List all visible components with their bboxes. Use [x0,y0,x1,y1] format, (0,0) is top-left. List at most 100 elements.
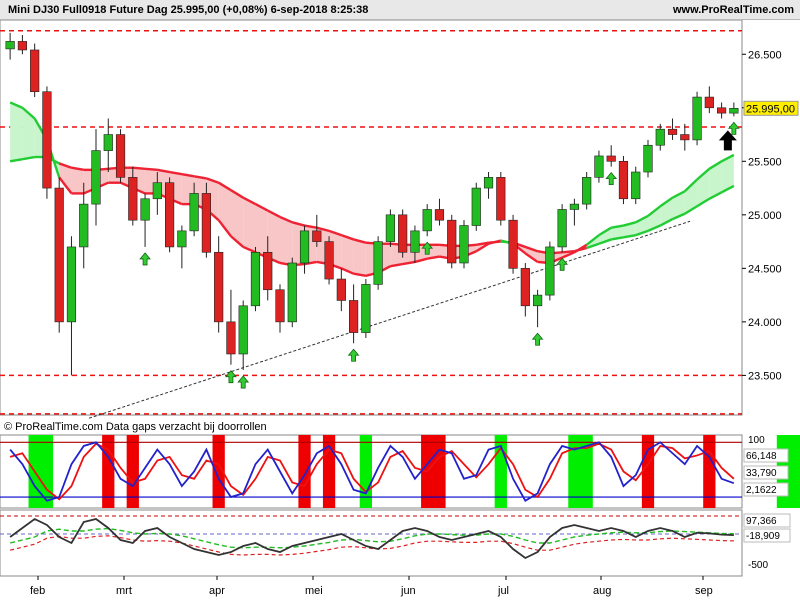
candle [189,182,199,237]
candle [667,118,678,140]
candle [410,225,420,263]
ema-fast-segment [610,224,624,229]
candle-body [655,128,665,146]
candle-body [177,230,187,248]
ema-fast-segment [573,243,588,254]
candle [5,32,15,60]
stochastic-value-box [743,482,789,497]
oscillator-signal-line [9,527,734,549]
ema-fast-segment [659,196,674,208]
ema-fast-segment [623,221,637,227]
candle-body [226,321,236,355]
ema-slow-segment [157,168,170,174]
candle [643,139,653,178]
ema-fast-segment [708,160,723,170]
signal-band [212,435,225,508]
price-series [0,29,742,419]
candle [545,241,555,301]
candle-body [189,193,199,232]
candle [140,193,150,247]
ema-slow-segment [684,205,698,215]
stochastic-value-label: 2,1622 [746,485,777,496]
ema-band-segment [721,154,734,193]
trendline [88,220,691,419]
signal-band [641,435,655,508]
candle-body [667,128,678,135]
candle-body [533,294,543,307]
ema-fast-segment [721,153,735,163]
price-panel[interactable] [0,20,743,416]
ema-fast-segment [390,262,403,268]
candle [349,284,359,344]
candle-body [471,187,481,226]
buy-arrow-icon [237,375,250,389]
candle-body [361,284,371,333]
candle [103,118,113,173]
ema-slow-segment [598,238,612,245]
price-plot-frame [0,20,743,416]
stochastic-panel[interactable]: 100 66,148 33,790 2,1622 [0,434,800,509]
chart-area[interactable]: 26.50026.00025.50025.00024.50024.00023.5… [0,20,800,600]
ema-slow-segment [58,162,72,169]
candle [422,204,432,237]
site-label[interactable]: www.ProRealTime.com [672,4,794,16]
oscillator-value-label: 97,366 [746,516,777,527]
candle-body [140,198,150,221]
candle-body [128,177,138,221]
candle [336,268,346,312]
ema-band-segment [709,161,722,199]
candle-body [5,41,15,50]
candle [717,102,727,119]
buy-arrow-icon [531,332,544,346]
ema-band-segment [71,167,84,194]
ema-slow-segment [340,234,354,241]
candle-body [214,251,224,323]
date-tick-label: mei [305,585,323,597]
candle-body [336,278,346,301]
candle [569,198,579,226]
candle-body [165,182,175,248]
candle-body [557,209,567,248]
candle [704,86,714,114]
ema-band-segment [230,190,244,247]
ema-slow-segment [708,191,723,200]
ema-fast-segment [585,234,600,246]
ema-band-segment [59,163,72,194]
stochastic-tick-label: 100 [748,435,765,446]
candle-body [631,171,641,200]
candle-body [422,209,432,232]
candle-body [66,246,77,323]
ema-fast-segment [696,167,711,181]
ema-fast-segment [488,239,502,245]
date-tick-label: jul [497,585,509,597]
ema-band-segment [243,197,256,253]
date-tick-label: jun [400,585,416,597]
candle [250,246,261,312]
candle [299,225,310,274]
candle [471,182,481,231]
candle-body [569,203,579,210]
candle-body [349,300,359,333]
ema-fast-segment [58,176,73,195]
ema-slow-segment [230,189,244,199]
candle [91,129,101,226]
ema-band-segment [623,222,636,238]
candle [606,145,616,167]
candle [201,182,211,258]
candle [275,284,285,333]
candle-body [30,49,40,93]
candle [324,236,334,285]
candle [226,289,236,365]
signal-band [28,435,54,508]
oscillator-value-box [743,513,791,528]
candle-body [618,161,629,200]
ema-slow-segment [659,218,674,227]
candle [618,155,629,205]
signal-band [126,435,139,508]
candle-body [410,230,420,253]
date-axis: feb mrt apr mei jun jul aug sep [30,576,713,597]
ema-fast-segment [475,242,490,253]
candle-body [287,262,297,323]
oscillator-main-line [9,517,734,560]
